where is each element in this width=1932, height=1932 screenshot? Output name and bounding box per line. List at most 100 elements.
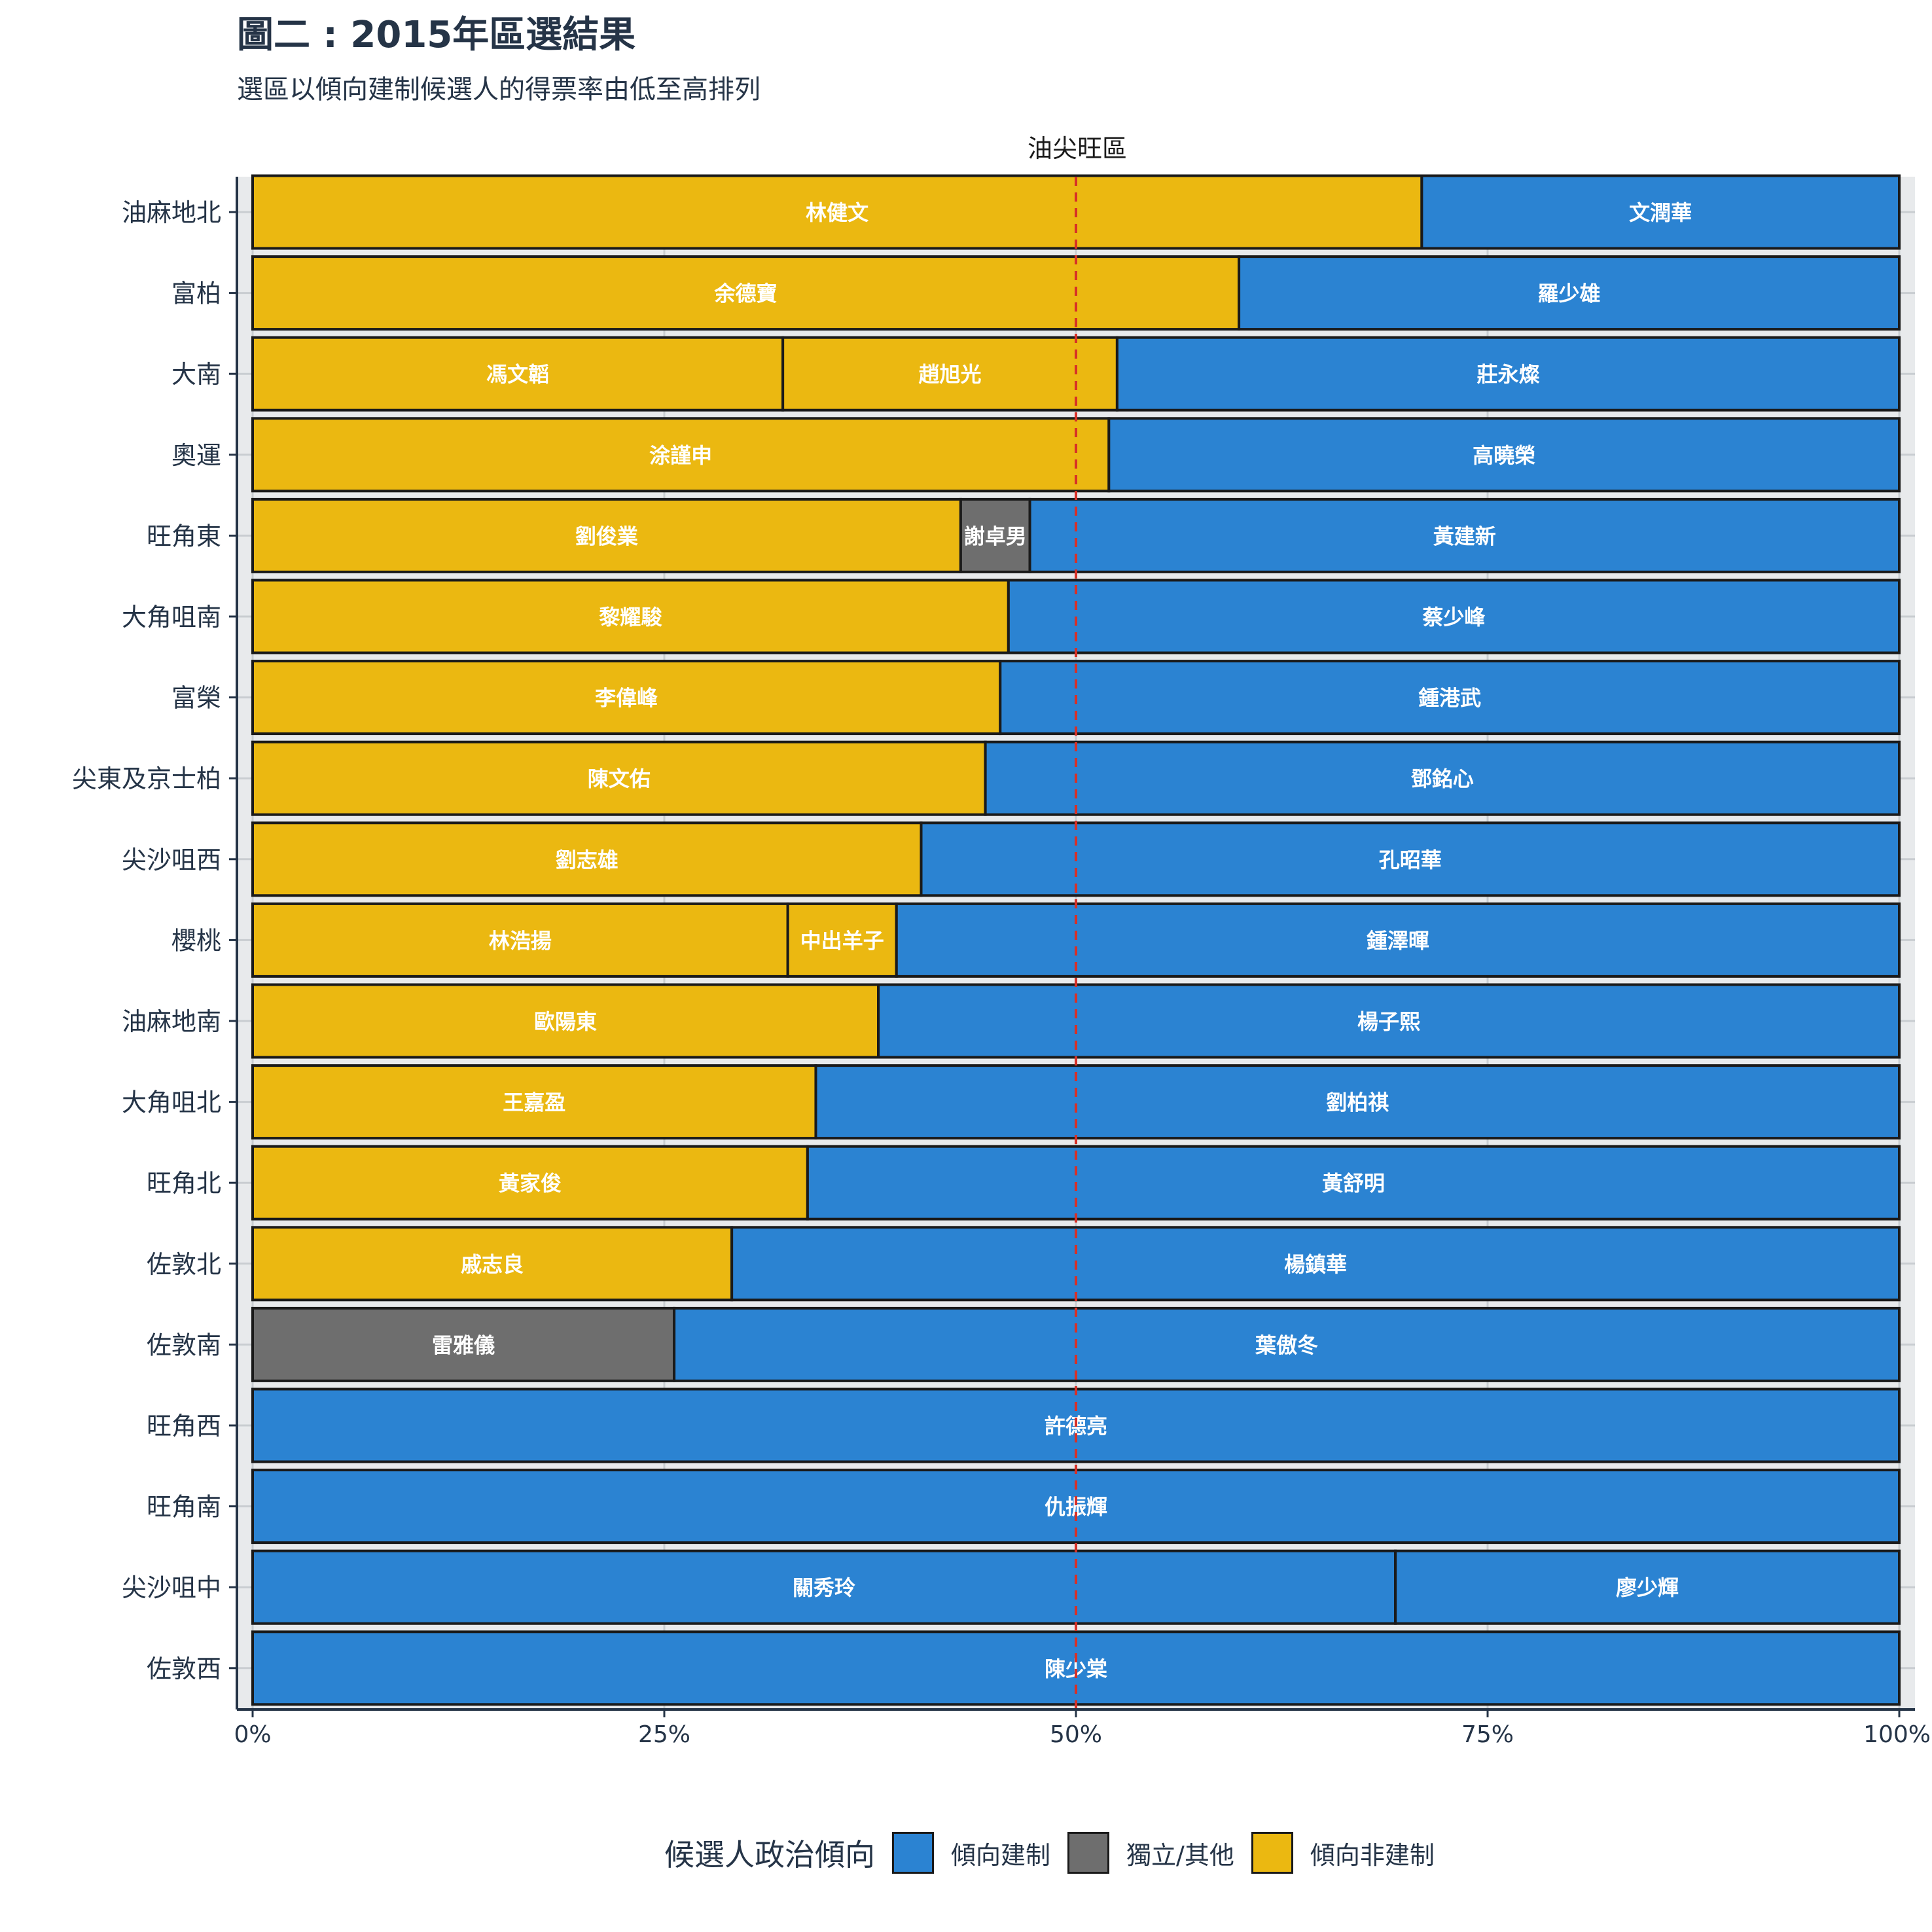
bar-segment	[251, 1064, 817, 1140]
bar-segment	[781, 336, 1118, 412]
bar-segment	[251, 417, 1111, 493]
legend-key-independent	[1067, 1832, 1110, 1874]
y-tick-label: 油麻地北	[122, 198, 221, 227]
bar-label: 雷雅儀	[432, 1333, 495, 1357]
bar-label: 王嘉盈	[503, 1090, 565, 1115]
bar-segment	[251, 660, 1002, 736]
legend: 候選人政治傾向 傾向建制 獨立/其他 傾向非建制	[664, 1829, 1452, 1876]
bar-segment	[251, 497, 962, 573]
facet-strip-label: 油尖旺區	[1028, 134, 1127, 163]
y-tick-label: 旺角北	[147, 1169, 221, 1198]
x-tick-label: 100%	[1863, 1721, 1931, 1748]
bar-label: 劉志雄	[556, 848, 618, 872]
bar-segment	[1028, 497, 1901, 573]
bar-label: 羅少雄	[1538, 281, 1601, 306]
bar-label: 孔昭華	[1379, 848, 1442, 872]
y-tick-label: 大南	[171, 360, 221, 389]
y-axis: 油麻地北富柏大南奧運旺角東大角咀南富榮尖東及京士柏尖沙咀西櫻桃油麻地南大角咀北旺…	[72, 198, 237, 1683]
legend-key-establishment	[892, 1832, 934, 1874]
bar-label: 黎耀駿	[599, 605, 662, 630]
bar-segment	[251, 740, 987, 816]
y-tick-label: 尖沙咀中	[122, 1573, 221, 1602]
bar-label: 馮文韜	[486, 362, 549, 387]
bar-label: 鄧銘心	[1411, 766, 1474, 791]
y-tick-label: 大角咀北	[122, 1088, 221, 1117]
bar-segment	[730, 1226, 1901, 1302]
bar-segment	[999, 660, 1901, 736]
bar-label: 黃舒明	[1322, 1171, 1385, 1196]
bar-segment	[251, 579, 1010, 654]
y-tick-label: 櫻桃	[171, 926, 221, 955]
bar-label: 廖少輝	[1616, 1575, 1679, 1600]
y-tick-label: 油麻地南	[122, 1007, 221, 1036]
y-tick-label: 旺角西	[147, 1412, 221, 1440]
y-tick-label: 大角咀南	[122, 603, 221, 632]
y-tick-label: 佐敦西	[147, 1655, 221, 1683]
bar-segment	[877, 983, 1901, 1059]
chart-title: 圖二 : 2015年區選結果	[237, 14, 636, 56]
legend-item-independent: 獨立/其他	[1067, 1832, 1234, 1874]
y-tick-label: 尖沙咀西	[122, 846, 221, 874]
bar-segment	[806, 1145, 1901, 1221]
bar-label: 謝卓男	[964, 524, 1027, 548]
y-tick-label: 旺角南	[147, 1493, 221, 1522]
bar-label: 林健文	[806, 200, 868, 225]
legend-label-pro-democracy: 傾向非建制	[1310, 1840, 1435, 1870]
bar-segment	[1420, 174, 1901, 250]
bar-segment	[1115, 336, 1901, 412]
bar-segment	[814, 1064, 1901, 1140]
bar-label: 戚志良	[461, 1252, 524, 1277]
bar-label: 涂謹申	[649, 443, 712, 468]
bar-label: 黃建新	[1433, 524, 1496, 548]
bar-segment	[920, 821, 1901, 897]
y-tick-label: 富榮	[171, 684, 221, 713]
bar-label: 楊子熙	[1357, 1009, 1420, 1034]
y-tick-label: 富柏	[171, 279, 221, 308]
legend-label-establishment: 傾向建制	[951, 1840, 1051, 1870]
bar-label: 中出羊子	[800, 928, 884, 953]
bar-segment	[1238, 255, 1901, 331]
bar-segment	[251, 1306, 676, 1382]
bar-label: 陳文佑	[588, 766, 651, 791]
bar-label: 歐陽東	[534, 1009, 597, 1034]
bar-label: 葉傲冬	[1255, 1333, 1318, 1357]
bar-segment	[1394, 1549, 1901, 1625]
y-tick-label: 佐敦南	[147, 1331, 221, 1359]
bar-segment	[251, 1226, 734, 1302]
bar-segment	[984, 740, 1901, 816]
bar-segment	[251, 255, 1241, 331]
x-axis: 0% 25% 50% 75% 100%	[234, 1709, 1931, 1748]
legend-item-pro-democracy: 傾向非建制	[1251, 1832, 1435, 1874]
bar-label: 余德寶	[714, 281, 778, 306]
bar-label: 趙旭光	[919, 362, 982, 387]
x-tick-label: 75%	[1461, 1721, 1514, 1748]
legend-item-establishment: 傾向建制	[892, 1832, 1050, 1874]
bar-label: 李偉峰	[595, 686, 658, 711]
y-tick-label: 佐敦北	[147, 1250, 221, 1279]
bar-label: 鍾港武	[1418, 686, 1481, 711]
bar-segment	[251, 1145, 809, 1221]
bar-segment	[786, 902, 898, 978]
bar-label: 林浩揚	[489, 928, 552, 953]
x-tick-label: 50%	[1050, 1721, 1102, 1748]
bar-label: 莊永燦	[1476, 362, 1539, 387]
bar-segment	[1007, 579, 1901, 654]
bar-segment	[1107, 417, 1901, 493]
legend-key-pro-democracy	[1251, 1832, 1293, 1874]
legend-title: 候選人政治傾向	[664, 1837, 875, 1872]
bar-label: 楊鎮華	[1284, 1252, 1347, 1277]
legend-label-independent: 獨立/其他	[1126, 1840, 1234, 1870]
x-tick-label: 0%	[234, 1721, 271, 1748]
bar-label: 關秀玲	[793, 1575, 855, 1600]
bar-segment	[251, 902, 789, 978]
bar-segment	[251, 821, 923, 897]
bar-label: 鍾澤暉	[1367, 928, 1429, 953]
bar-segment	[673, 1306, 1901, 1382]
bar-segment	[251, 1549, 1397, 1625]
bar-label: 黃家俊	[499, 1171, 562, 1196]
y-tick-label: 尖東及京士柏	[72, 764, 221, 793]
bar-label: 劉俊業	[575, 524, 638, 548]
bar-label: 劉柏祺	[1326, 1090, 1389, 1115]
